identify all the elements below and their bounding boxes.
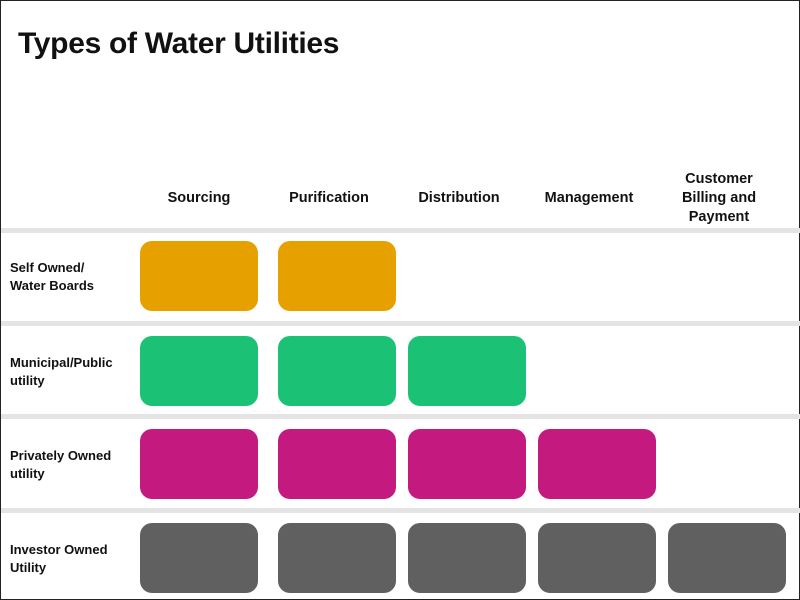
stage-block-billing <box>668 523 786 593</box>
row-divider <box>1 228 800 233</box>
column-header-purification: Purification <box>269 169 389 227</box>
stage-block-sourcing <box>140 523 258 593</box>
row-label-investor-owned: Investor Owned Utility <box>10 523 135 595</box>
stage-block-distribution <box>408 429 526 499</box>
row-label-self-owned: Self Owned/ Water Boards <box>10 241 135 313</box>
stage-block-sourcing <box>140 336 258 406</box>
column-header-line: Sourcing <box>167 189 231 206</box>
row-label-line: utility <box>10 466 45 481</box>
stage-block-distribution <box>408 336 526 406</box>
column-header-line: Billing and <box>681 189 757 206</box>
stage-block-sourcing <box>140 241 258 311</box>
row-label-line: Water Boards <box>10 278 95 293</box>
stage-block-purification <box>278 241 396 311</box>
column-header-management: Management <box>529 169 649 227</box>
column-header-line: Payment <box>688 208 750 225</box>
column-header-line: Distribution <box>418 189 500 206</box>
row-label-line: utility <box>10 373 45 388</box>
column-header-line: Customer <box>685 170 753 187</box>
row-label-line: Utility <box>10 560 47 575</box>
column-header-distribution: Distribution <box>399 169 519 227</box>
row-label-line: Privately Owned <box>10 448 112 463</box>
column-header-line: Purification <box>289 189 369 206</box>
stage-block-sourcing <box>140 429 258 499</box>
stage-block-management <box>538 523 656 593</box>
stage-block-purification <box>278 336 396 406</box>
row-label-line: Investor Owned <box>10 542 108 557</box>
stage-block-distribution <box>408 523 526 593</box>
row-label-line: Municipal/Public <box>10 355 113 370</box>
row-label-line: Self Owned/ <box>10 260 85 275</box>
row-divider <box>1 508 800 513</box>
stage-block-management <box>538 429 656 499</box>
column-header-customer-billing: Customer Billing and Payment <box>659 169 779 227</box>
row-divider <box>1 414 800 419</box>
stage-block-purification <box>278 523 396 593</box>
column-header-sourcing: Sourcing <box>139 169 259 227</box>
row-divider <box>1 321 800 326</box>
page-title: Types of Water Utilities <box>18 27 340 60</box>
stage-block-purification <box>278 429 396 499</box>
row-label-privately-owned: Privately Owned utility <box>10 429 135 501</box>
row-label-municipal: Municipal/Public utility <box>10 336 135 408</box>
column-header-line: Management <box>544 189 634 206</box>
